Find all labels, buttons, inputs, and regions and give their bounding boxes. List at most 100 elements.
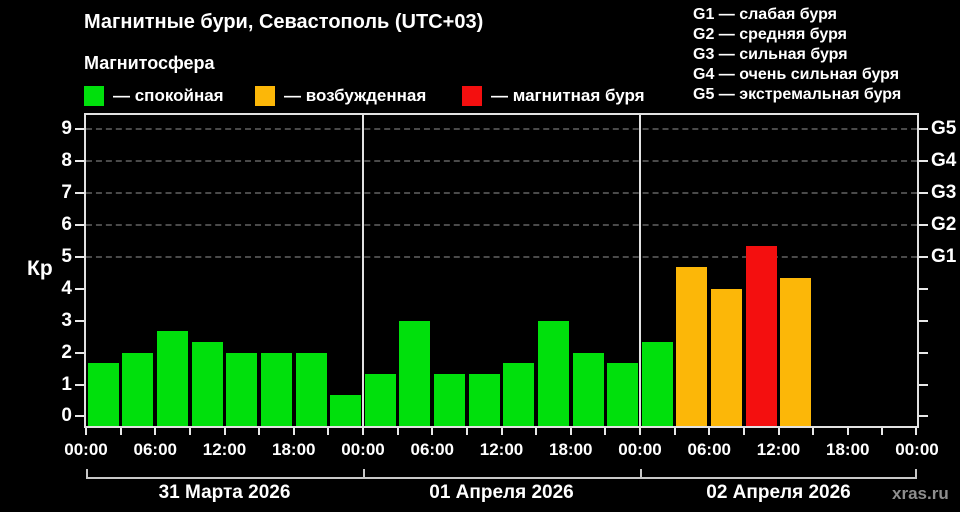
kp-bar	[399, 320, 431, 426]
gridline	[86, 255, 917, 258]
date-bracket-tick	[86, 469, 88, 479]
y-axis-label: 0	[61, 405, 72, 427]
x-axis-tick	[500, 428, 503, 435]
x-axis-tick	[154, 428, 157, 435]
date-bracket-line	[86, 477, 917, 479]
day-divider	[362, 115, 364, 426]
kp-bar	[191, 342, 223, 426]
g-level-label: G4	[931, 150, 957, 172]
time-label: 00:00	[895, 440, 939, 459]
g-level-label: G3	[931, 182, 957, 204]
y-axis-tick	[75, 160, 84, 163]
x-axis-tick	[708, 428, 711, 435]
x-axis-tick	[119, 428, 122, 435]
watermark: xras.ru	[892, 484, 949, 503]
y-axis-label: 8	[61, 150, 72, 172]
time-label: 00:00	[341, 440, 385, 459]
kp-bar	[537, 320, 569, 426]
right-axis-tick	[919, 224, 928, 227]
g-scale-line-g3: G3 — сильная буря	[693, 46, 848, 63]
kp-bar	[676, 267, 708, 426]
right-axis-tick	[919, 160, 928, 163]
y-axis-label: 1	[61, 373, 72, 395]
x-axis-tick	[881, 428, 884, 435]
time-label: 00:00	[618, 440, 662, 459]
x-axis-tick	[535, 428, 538, 435]
kp-bar	[434, 374, 466, 426]
x-axis-tick	[85, 428, 87, 435]
kp-bar	[364, 374, 396, 426]
gridline	[86, 192, 917, 195]
x-axis-tick	[188, 428, 191, 435]
g-scale-line-g2: G2 — средняя буря	[693, 26, 847, 43]
y-axis-tick	[75, 192, 84, 195]
kp-bar	[468, 374, 500, 426]
x-axis-tick	[777, 428, 780, 435]
right-axis-tick	[919, 192, 928, 195]
right-axis-tick	[919, 287, 928, 290]
legend-item-quiet: — спокойная	[84, 85, 224, 107]
x-axis-tick	[673, 428, 676, 435]
quiet-color-swatch	[84, 86, 104, 106]
date-bracket-tick	[363, 469, 365, 479]
time-label: 18:00	[826, 440, 870, 459]
kp-bar	[295, 352, 327, 426]
date-label: 02 Апреля 2026	[706, 482, 851, 503]
kp-bar	[122, 352, 154, 426]
legend-item-excited: — возбужденная	[255, 85, 426, 107]
time-label: 12:00	[202, 440, 247, 459]
x-axis-tick	[396, 428, 399, 435]
kp-bar	[226, 352, 258, 426]
x-axis-tick	[846, 428, 849, 435]
x-axis-tick	[812, 428, 815, 435]
right-axis-tick	[919, 128, 928, 131]
day-divider	[639, 115, 641, 426]
x-axis-tick	[639, 428, 641, 435]
kp-bar	[157, 331, 189, 426]
y-axis-label: 9	[61, 118, 72, 140]
g-level-label: G1	[931, 245, 957, 267]
g-level-label: G5	[931, 118, 957, 140]
y-axis-label: 4	[61, 277, 72, 299]
time-label: 06:00	[410, 440, 454, 459]
x-axis-tick	[604, 428, 607, 435]
kp-bar	[641, 342, 673, 426]
date-bracket-tick	[640, 469, 642, 479]
x-axis-tick	[223, 428, 226, 435]
y-axis-label: 7	[61, 182, 72, 204]
y-axis-tick	[75, 255, 84, 258]
y-axis-label: 6	[61, 214, 72, 236]
x-axis-tick	[569, 428, 572, 435]
time-label: 18:00	[549, 440, 593, 459]
right-axis-tick	[919, 383, 928, 386]
y-axis-title: Кр	[27, 257, 53, 280]
kp-bar	[503, 363, 535, 426]
right-axis-tick	[919, 351, 928, 354]
x-axis-tick	[258, 428, 261, 435]
kp-bar	[745, 246, 777, 426]
x-axis-tick	[362, 428, 364, 435]
y-axis-label: 2	[61, 341, 72, 363]
kp-bar	[780, 278, 812, 426]
storm-color-swatch	[462, 86, 482, 106]
g-scale-legend: G1 — слабая буря G2 — средняя буря G3 — …	[693, 5, 901, 105]
g-level-label: G2	[931, 214, 957, 236]
legend-label: — спокойная	[113, 86, 224, 105]
x-axis-tick	[292, 428, 295, 435]
kp-bar	[607, 363, 639, 426]
y-axis-tick	[75, 287, 84, 290]
g-scale-line-g5: G5 — экстремальная буря	[693, 86, 902, 103]
y-axis-tick	[75, 351, 84, 354]
y-axis-label: 3	[61, 309, 72, 331]
plot-area: 0 1 2 3 4 5 6 7 8 9 G1 G2 G3 G4 G5 00:00 06:00 12:00 18:00…	[61, 113, 956, 503]
gridline	[86, 224, 917, 227]
magnetosphere-label: Магнитосфера	[84, 53, 215, 73]
y-axis-tick	[75, 128, 84, 131]
time-label: 12:00	[479, 440, 524, 459]
y-axis-tick	[75, 224, 84, 227]
right-axis-tick	[919, 415, 928, 418]
y-axis-tick	[75, 319, 84, 322]
g-scale-line-g4: G4 — очень сильная буря	[693, 66, 900, 83]
time-label: 06:00	[133, 440, 177, 459]
